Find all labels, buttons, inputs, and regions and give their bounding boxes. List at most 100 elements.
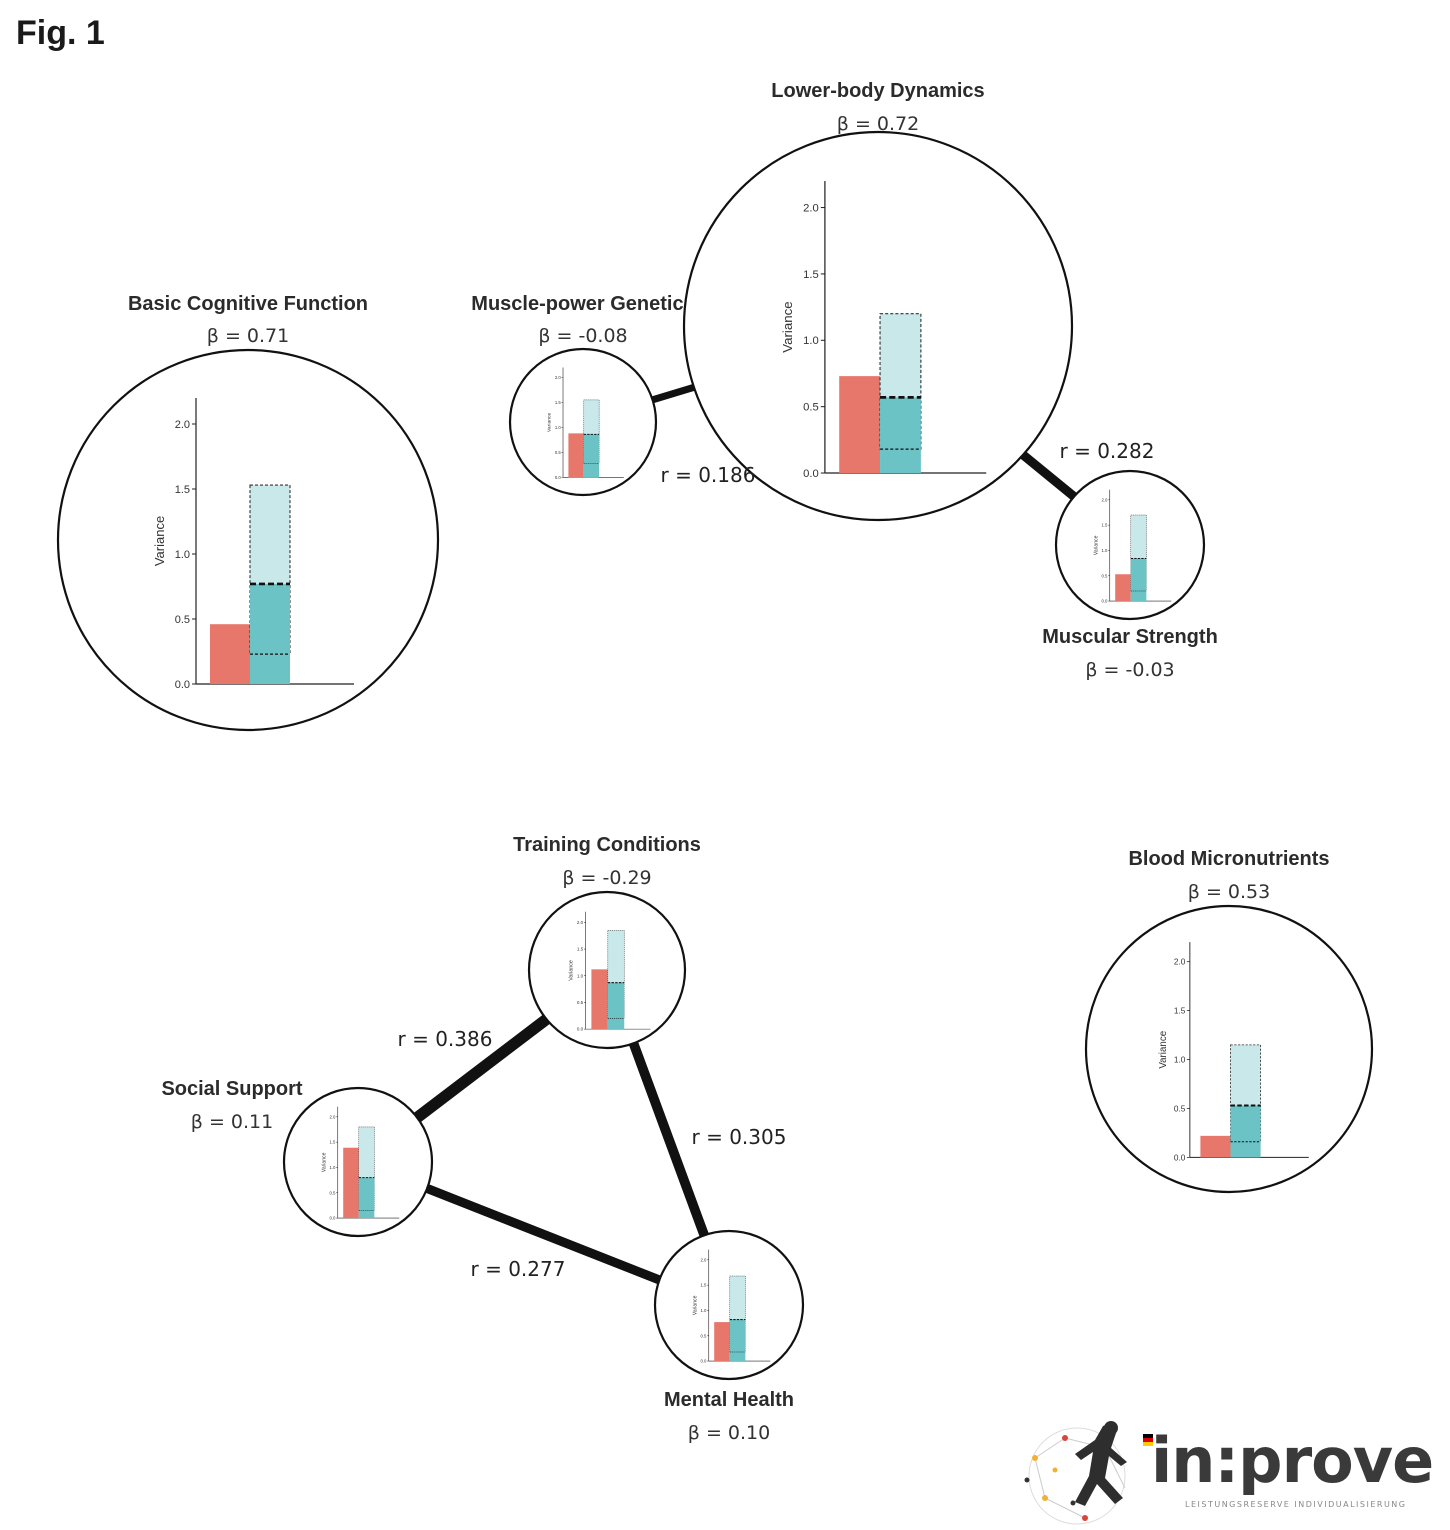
logo-subtitle: LEISTUNGSRESERVE INDIVIDUALISIERUNG [1185,1500,1407,1509]
edge-ss-mh [424,1183,664,1286]
variance-chart: 0.0 0.5 1.0 1.5 2.0 Variance [569,911,651,1032]
y-tick-label: 1.5 [1174,1007,1186,1016]
node-circle [653,1229,805,1381]
y-tick-label: 0.0 [175,679,190,691]
y-tick-label: 2.0 [329,1114,336,1119]
node-beta: β = 0.10 [688,1422,770,1444]
node-circle [1054,469,1206,621]
observed-variance-bar [1200,1135,1231,1158]
y-tick-label: 0.5 [329,1190,336,1195]
y-tick-label: 1.5 [329,1140,336,1145]
y-tick-label: 0.0 [329,1216,336,1221]
y-tick-label: 1.0 [555,425,562,430]
y-axis-label: Variance [152,516,167,566]
y-tick-label: 1.5 [1101,523,1108,528]
y-tick-label: 2.0 [175,419,190,431]
node-beta: β = -0.03 [1085,659,1174,681]
y-tick-label: 0.0 [1101,599,1108,604]
y-tick-label: 2.0 [577,920,584,925]
node-name: Social Support [161,1078,302,1100]
y-tick-label: 0.5 [1174,1104,1186,1113]
runner-network-icon [1024,1421,1153,1525]
y-tick-label: 0.0 [700,1359,707,1364]
edge-mpg-lbd [650,383,697,404]
y-tick-label: 1.0 [1174,1055,1186,1064]
node-mh: Mental Health β = 0.10 0.0 0.5 1.0 1.5 2.0 Vari… [653,1229,805,1444]
node-beta: β = 0.72 [837,113,919,135]
y-tick-label: 2.0 [555,375,562,380]
modeled-variance-bar [880,397,921,474]
modeled-variance-bar [1130,558,1147,602]
y-axis-label: Variance [569,960,575,981]
y-axis-label: Variance [321,1152,327,1172]
node-name: Muscle-power Genetics [471,293,694,315]
y-tick-label: 1.0 [700,1308,707,1313]
y-tick-label: 1.0 [329,1165,336,1170]
node-circle [682,130,1074,522]
node-ss: Social Support β = 0.11 0.0 0.5 1.0 1.5 2.0 Var… [161,1078,434,1238]
observed-variance-bar [714,1322,730,1362]
node-circle [508,347,658,497]
edges-layer [410,383,1080,1286]
y-tick-label: 1.5 [700,1283,707,1288]
node-beta: β = 0.71 [207,325,289,347]
node-circle [1084,904,1374,1194]
y-axis-label: Variance [692,1295,698,1315]
y-tick-label: 0.0 [555,475,562,480]
figure-title: Fig. 1 [16,14,105,52]
y-axis-label: Variance [1093,535,1099,555]
edge-labels-layer: r = 0.186 r = 0.282 r = 0.386 r = 0.305 r = … [398,439,1155,1281]
edge-label-lbd-ms: r = 0.282 [1060,439,1155,463]
logo-wordmark: in:prove [1151,1424,1434,1497]
modeled-variance-bar [1230,1105,1261,1158]
node-beta: β = -0.08 [538,325,627,347]
modeled-variance-bar [607,982,625,1030]
node-tc: Training Conditions β = -0.29 0.0 0.5 1.0 1.5… [513,834,701,1050]
observed-variance-bar [343,1147,359,1219]
variance-chart: 0.0 0.5 1.0 1.5 2.0 Variance [321,1106,400,1221]
node-beta: β = 0.53 [1188,881,1270,903]
node-bm: Blood Micronutrients β = 0.53 0.0 0.5 1.0 1.5… [1084,848,1374,1194]
observed-variance-bar [1115,574,1131,602]
node-name: Muscular Strength [1042,626,1218,648]
y-tick-label: 0.0 [803,468,819,480]
variance-chart: 0.0 0.5 1.0 1.5 2.0 Variance [152,398,354,691]
y-tick-label: 0.5 [175,614,190,626]
observed-variance-bar [568,433,584,478]
y-tick-label: 1.0 [577,973,584,978]
node-lbd: Lower-body Dynamics β = 0.72 0.0 0.5 1.0 1.5 2… [682,80,1074,522]
node-ms: Muscular Strength β = -0.03 0.0 0.5 1.0 1.5 2.… [1042,469,1218,681]
nodes-layer: Basic Cognitive Function β = 0.71 0.0 0.5 1.… [56,80,1374,1444]
y-tick-label: 1.0 [1101,548,1108,553]
edge-lbd-ms [1019,450,1080,503]
edge-label-mpg-lbd: r = 0.186 [661,463,756,487]
node-name: Training Conditions [513,834,701,856]
node-beta: β = 0.11 [191,1111,273,1133]
y-tick-label: 0.0 [1174,1153,1186,1162]
variance-chart: 0.0 0.5 1.0 1.5 2.0 Variance [1093,489,1172,604]
y-tick-label: 1.5 [175,484,190,496]
modeled-variance-bar [250,583,290,684]
edge-label-ss-mh: r = 0.277 [471,1257,566,1281]
node-beta: β = -0.29 [562,867,651,889]
node-mpg: Muscle-power Genetics β = -0.08 0.0 0.5 1.0 1… [471,293,695,497]
y-tick-label: 1.0 [803,335,819,347]
observed-variance-bar [210,624,250,684]
y-axis-label: Variance [1158,1031,1169,1069]
y-tick-label: 0.0 [577,1027,584,1032]
node-circle [56,348,440,732]
y-tick-label: 1.0 [175,549,190,561]
y-tick-label: 0.5 [577,1000,584,1005]
variance-chart: 0.0 0.5 1.0 1.5 2.0 Variance [780,181,987,480]
y-tick-label: 0.5 [700,1333,707,1338]
inprove-logo: in:prove LEISTUNGSRESERVE INDIVIDUALISIE… [1015,1418,1435,1528]
modeled-variance-bar [583,434,600,478]
observed-variance-bar [591,969,608,1030]
modeled-variance-bar [358,1177,375,1219]
y-tick-label: 1.5 [555,400,562,405]
observed-variance-bar [839,376,881,474]
y-tick-label: 0.5 [803,402,819,414]
y-tick-label: 0.5 [1101,573,1108,578]
edge-label-ss-tc: r = 0.386 [398,1027,493,1051]
